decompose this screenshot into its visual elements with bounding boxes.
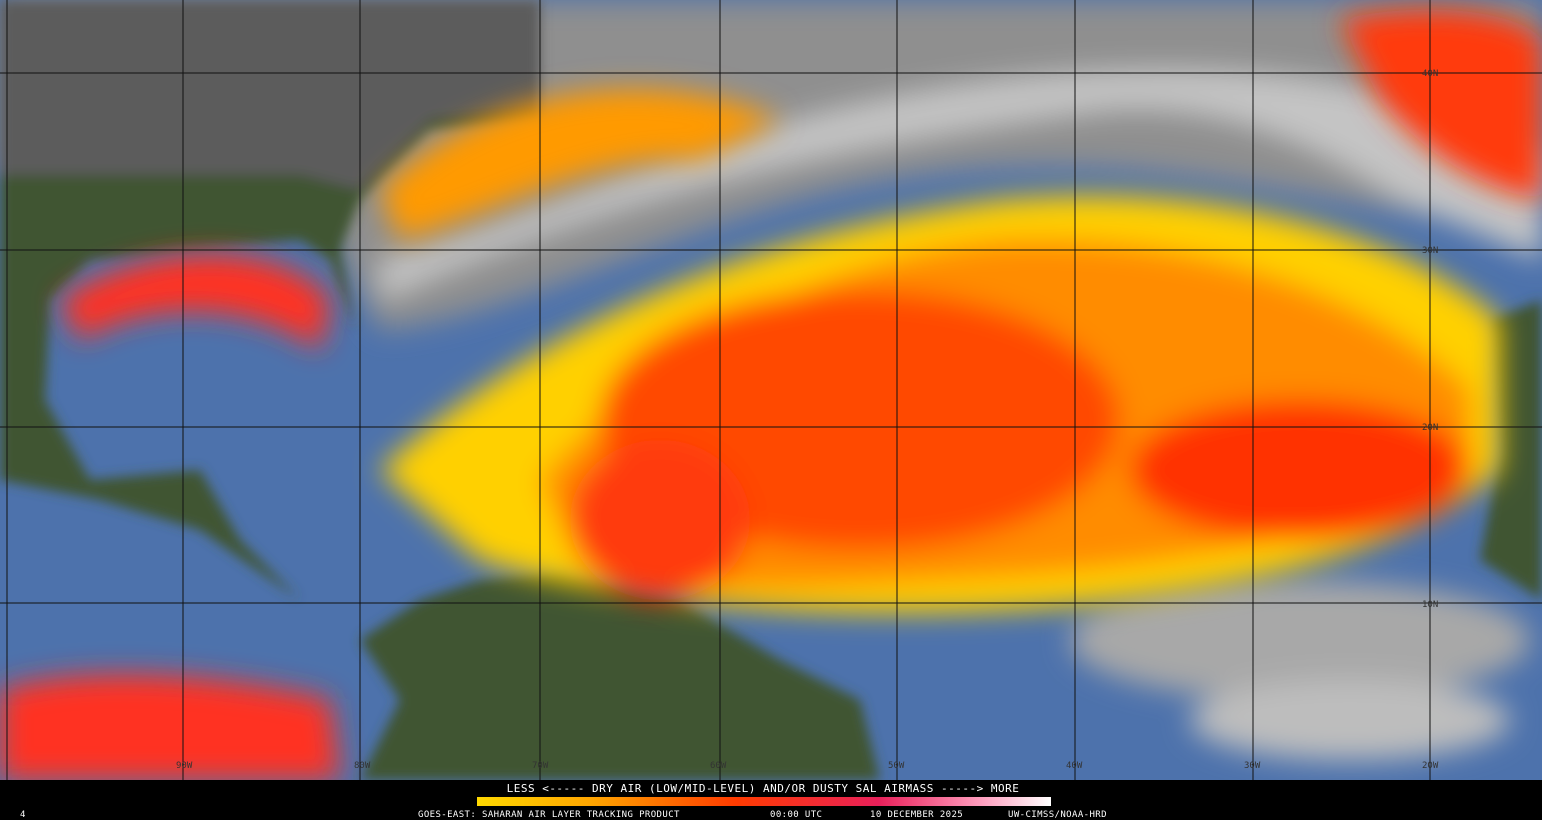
product-name: GOES-EAST: SAHARAN AIR LAYER TRACKING PR…	[418, 810, 680, 820]
longitude-label: 50W	[888, 761, 905, 771]
latitude-label: 20N	[1422, 423, 1438, 433]
graticule-labels: 40N 30N 20N 10N 90W 80W 70W 60W 50W 40W 30W 20W	[176, 69, 1439, 771]
land	[0, 0, 1542, 780]
longitude-label: 70W	[532, 761, 549, 771]
longitude-label: 60W	[710, 761, 727, 771]
graticule	[0, 0, 1542, 780]
latitude-label: 10N	[1422, 600, 1438, 610]
longitude-label: 40W	[1066, 761, 1083, 771]
longitude-label: 80W	[354, 761, 371, 771]
credit: UW-CIMSS/NOAA-HRD	[1008, 810, 1107, 820]
legend-caption: LESS <----- DRY AIR (LOW/MID-LEVEL) AND/…	[507, 782, 1020, 795]
longitude-label: 30W	[1244, 761, 1261, 771]
latitude-label: 40N	[1422, 69, 1438, 79]
latitude-label: 30N	[1422, 246, 1438, 256]
frame-number: 4	[20, 810, 26, 820]
color-bar	[477, 797, 1051, 806]
time: 00:00 UTC	[770, 810, 822, 820]
sal-airmass	[0, 9, 1542, 780]
date: 10 DECEMBER 2025	[870, 810, 963, 820]
longitude-label: 90W	[176, 761, 193, 771]
imagery	[0, 0, 1542, 780]
longitude-label: 20W	[1422, 761, 1439, 771]
